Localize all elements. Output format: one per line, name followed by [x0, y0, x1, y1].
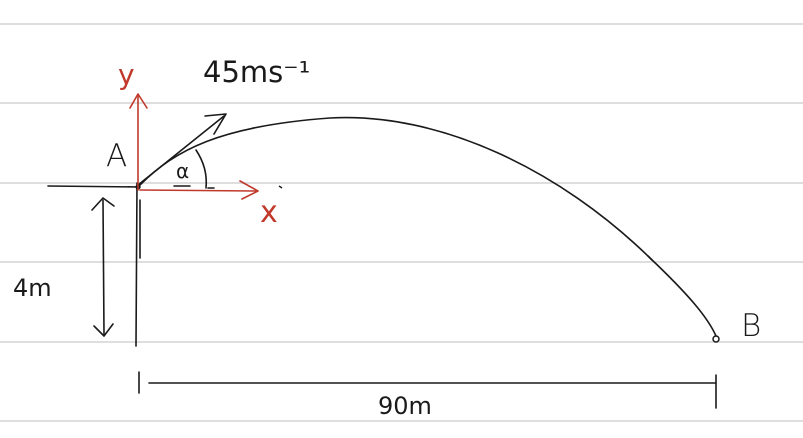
point-b-label: B — [741, 308, 761, 344]
height-arrow-shaft — [102, 199, 105, 335]
height-arrow-head-top — [91, 197, 115, 211]
landing-point-b — [712, 335, 720, 343]
height-arrow-head-bottom — [93, 323, 114, 337]
trajectory-curve — [139, 116, 717, 337]
x-axis-line — [139, 189, 257, 192]
x-axis-label: x — [260, 195, 278, 230]
angle-arc — [195, 149, 208, 189]
ground-line — [47, 185, 141, 188]
y-axis-label: y — [118, 58, 135, 91]
angle-label: α — [176, 159, 189, 183]
x-axis-tick — [278, 185, 283, 189]
ruled-lines — [0, 23, 803, 422]
trajectory-tick — [647, 255, 653, 261]
height-label: 4m — [13, 274, 52, 302]
cliff-line — [135, 182, 138, 347]
distance-label: 90m — [378, 392, 432, 420]
velocity-label: 45ms⁻¹ — [203, 55, 310, 89]
velocity-arrow-head — [204, 113, 227, 135]
x-axis-arrowhead — [239, 180, 259, 200]
point-a-label: A — [106, 138, 127, 174]
y-axis-arrowhead — [129, 93, 148, 109]
